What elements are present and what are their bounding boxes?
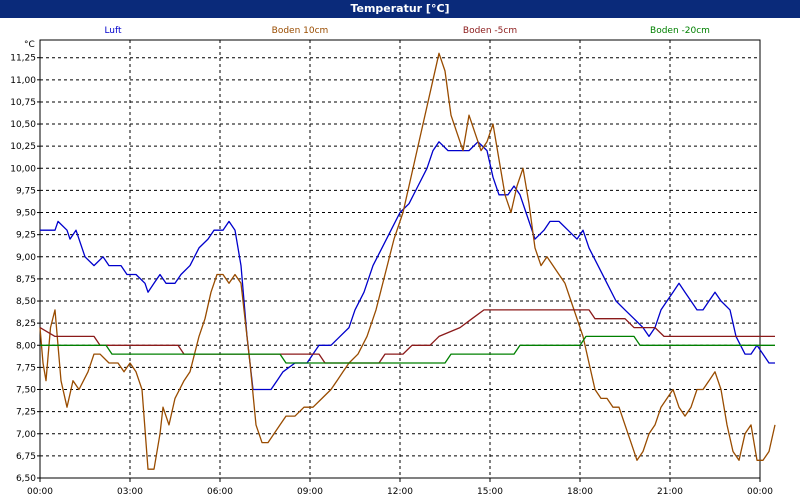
x-tick-time-label: 15:00 — [477, 487, 503, 497]
y-tick-label: 9,00 — [16, 253, 36, 263]
x-tick-time-label: 18:00 — [567, 487, 593, 497]
x-tick-time-label: 12:00 — [387, 487, 413, 497]
x-tick-time-label: 00:00 — [747, 487, 773, 497]
y-tick-label: 8,50 — [16, 297, 36, 307]
x-tick-time-label: 21:00 — [657, 487, 683, 497]
chart-area: Luft Boden 10cm Boden -5cm Boden -20cm °C 6… — [10, 26, 776, 497]
x-tick-time-label: 09:00 — [297, 487, 323, 497]
y-axis: 6,50 6,75 7,00 7,25 7,50 7,75 8,00 8,25 8,50 8,75… — [10, 54, 40, 484]
y-tick-label: 10,25 — [10, 142, 36, 152]
y-tick-label: 9,75 — [16, 186, 36, 196]
legend-entry: Boden 10cm — [272, 26, 329, 36]
y-tick-label: 9,50 — [16, 209, 36, 219]
y-tick-label: 11,25 — [10, 54, 36, 64]
x-tick-time-label: 03:00 — [117, 487, 143, 497]
series-line — [40, 335, 775, 364]
y-tick-label: 8,25 — [16, 319, 36, 329]
y-tick-label: 9,25 — [16, 231, 36, 241]
series-line — [39, 309, 775, 364]
series-group — [39, 52, 776, 470]
series-line — [39, 52, 776, 470]
grid — [40, 40, 760, 479]
y-tick-label: 11,00 — [10, 76, 36, 86]
legend-entry: Luft — [104, 26, 122, 36]
y-tick-label: 6,50 — [16, 474, 36, 484]
y-tick-label: 8,00 — [16, 341, 36, 351]
y-tick-label: 7,25 — [16, 408, 36, 418]
y-tick-label: 10,00 — [10, 164, 36, 174]
y-tick-label: 10,75 — [10, 98, 36, 108]
legend: Luft Boden 10cm Boden -5cm Boden -20cm — [104, 26, 710, 36]
series-line — [40, 141, 775, 391]
x-tick-time-label: 00:00 — [27, 487, 53, 497]
x-axis: 00:0011.02.2403:0011.02.2406:0011.02.240… — [27, 478, 773, 497]
y-tick-label: 7,50 — [16, 386, 36, 396]
y-axis-unit-label: °C — [24, 40, 35, 50]
y-tick-label: 10,50 — [10, 120, 36, 130]
chart-title: Temperatur [°C] — [0, 0, 800, 18]
legend-entry: Boden -20cm — [650, 26, 710, 36]
x-tick-time-label: 06:00 — [207, 487, 233, 497]
y-tick-label: 8,75 — [16, 275, 36, 285]
y-tick-label: 7,75 — [16, 363, 36, 373]
legend-entry: Boden -5cm — [463, 26, 517, 36]
y-tick-label: 7,00 — [16, 430, 36, 440]
y-tick-label: 6,75 — [16, 452, 36, 462]
